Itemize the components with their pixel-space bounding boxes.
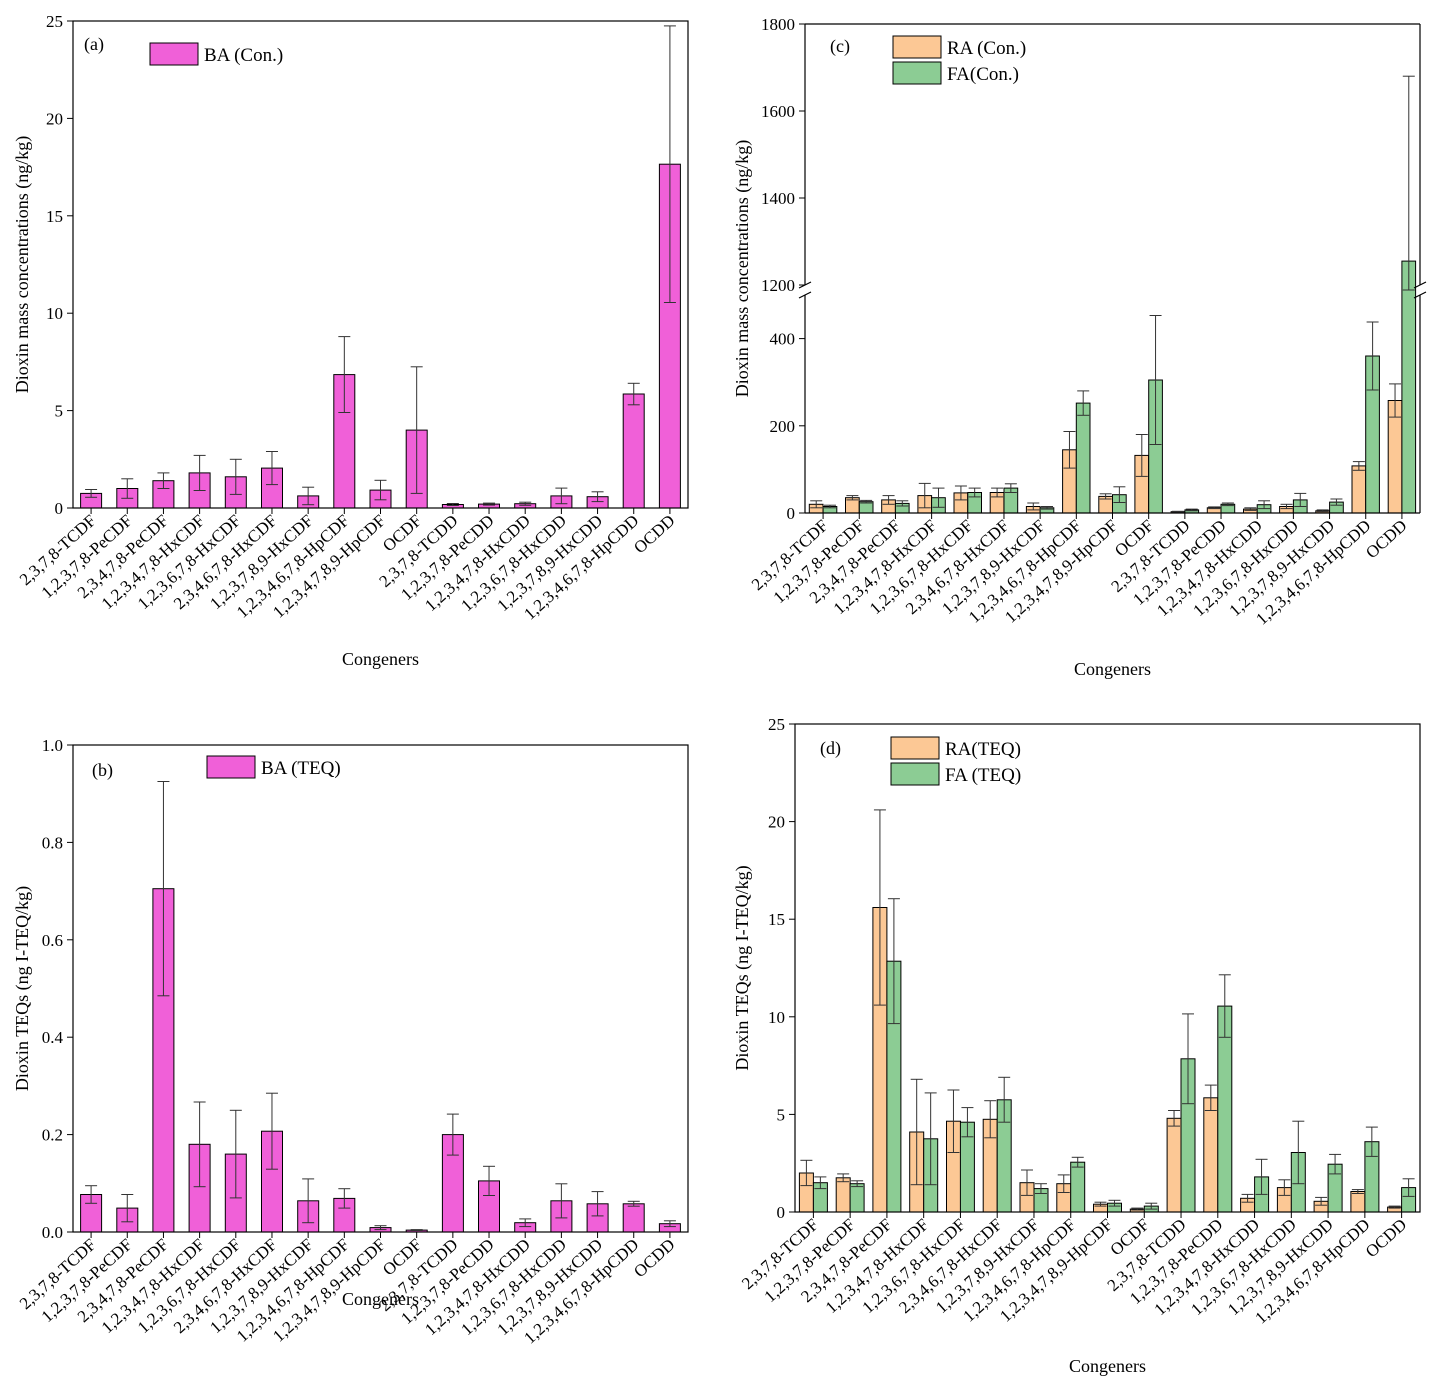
- x-axis-label-b: Congeners: [342, 1289, 419, 1309]
- y-tick-label-a-5: 25: [46, 12, 63, 31]
- x-tick-label-d-16: OCDD: [1362, 1215, 1411, 1261]
- y-tick-label-c-0: 0: [787, 504, 796, 523]
- y-axis-label-d: Dioxin TEQs (ng I-TEQ/kg): [732, 865, 753, 1070]
- y-axis-label-b: Dioxin TEQs (ng I-TEQ/kg): [12, 886, 33, 1091]
- y-axis-label-a: Dioxin mass concentrations (ng/kg): [12, 136, 33, 393]
- legend-label-d-0: RA(TEQ): [945, 739, 1021, 760]
- x-tick-label-b-16: OCDD: [630, 1235, 679, 1281]
- legend-swatch-c-0: [892, 35, 942, 59]
- bar-b-0-15: [622, 1203, 645, 1233]
- y-tick-label-b-0: 0.0: [42, 1223, 63, 1242]
- y-tick-label-d-4: 20: [768, 813, 785, 832]
- bar-d-0-1: [835, 1177, 851, 1213]
- y-tick-label-a-4: 20: [46, 109, 63, 128]
- y-tick-label-c-5: 1600: [761, 102, 795, 121]
- y-tick-label-c-6: 1800: [761, 15, 795, 34]
- axis-break-mark-low-0: [798, 291, 812, 299]
- panel-label-c: (c): [830, 36, 850, 57]
- y-tick-label-d-3: 15: [768, 910, 785, 929]
- panel-c: 020040012001400160018002,3,7,8-TCDF1,2,3…: [732, 15, 1427, 679]
- y-tick-label-c-1: 200: [770, 417, 796, 436]
- axis-break-mark-low-1: [1413, 291, 1427, 299]
- x-axis-label-a: Congeners: [342, 649, 419, 669]
- legend-label-c-0: RA (Con.): [947, 38, 1026, 59]
- y-tick-label-b-3: 0.6: [42, 931, 63, 950]
- y-tick-label-b-4: 0.8: [42, 833, 63, 852]
- y-tick-label-c-4: 1400: [761, 189, 795, 208]
- panel-b: 0.00.20.40.60.81.02,3,7,8-TCDF1,2,3,7,8-…: [12, 736, 689, 1348]
- panel-label-b: (b): [92, 760, 113, 781]
- panel-label-d: (d): [820, 738, 841, 759]
- bar-c-0-15: [1351, 465, 1367, 514]
- panel-a: 05101520252,3,7,8-TCDF1,2,3,7,8-PeCDF2,3…: [12, 12, 689, 669]
- y-tick-label-a-2: 10: [46, 304, 63, 323]
- y-tick-label-a-1: 5: [55, 402, 64, 421]
- bar-d-0-15: [1350, 1191, 1366, 1213]
- legend-label-b-0: BA (TEQ): [261, 758, 341, 779]
- plot-frame-a: [72, 20, 689, 509]
- legend-swatch-d-1: [890, 762, 940, 786]
- legend-swatch-d-0: [890, 736, 940, 760]
- bar-a-0-15: [622, 393, 645, 509]
- bar-d-1-1: [849, 1183, 865, 1213]
- y-tick-label-d-0: 0: [777, 1203, 786, 1222]
- y-tick-label-b-5: 1.0: [42, 736, 63, 755]
- x-axis-label-c: Congeners: [1074, 659, 1151, 679]
- legend-label-a-0: BA (Con.): [204, 45, 283, 66]
- y-tick-label-d-2: 10: [768, 1008, 785, 1027]
- x-tick-label-a-16: OCDD: [630, 511, 679, 557]
- y-tick-label-d-1: 5: [777, 1105, 786, 1124]
- legend-label-c-1: FA(Con.): [947, 64, 1019, 85]
- y-axis-label-c: Dioxin mass concentrations (ng/kg): [732, 140, 753, 397]
- legend-label-d-1: FA (TEQ): [945, 765, 1021, 786]
- panel-label-a: (a): [84, 34, 104, 55]
- y-tick-label-d-5: 25: [768, 715, 785, 734]
- bar-d-1-7: [1070, 1161, 1086, 1213]
- y-tick-label-a-0: 0: [55, 499, 64, 518]
- bar-c-1-16: [1401, 260, 1417, 514]
- y-tick-label-b-2: 0.4: [42, 1028, 64, 1047]
- legend-swatch-a-0: [149, 42, 199, 66]
- y-tick-label-b-1: 0.2: [42, 1126, 63, 1145]
- bar-d-0-11: [1203, 1097, 1219, 1213]
- legend-swatch-b-0: [206, 755, 256, 779]
- x-axis-label-d: Congeners: [1069, 1356, 1146, 1376]
- y-tick-label-c-2: 400: [770, 330, 796, 349]
- y-tick-label-c-3: 1200: [761, 276, 795, 295]
- panel-d: 05101520252,3,7,8-TCDF1,2,3,7,8-PeCDF2,3…: [732, 715, 1421, 1376]
- bar-d-0-10: [1166, 1117, 1182, 1213]
- legend-swatch-c-1: [892, 61, 942, 85]
- x-tick-label-c-16: OCDD: [1362, 516, 1411, 562]
- axis-break-mark-high-1: [1413, 281, 1427, 289]
- bar-c-1-7: [1075, 402, 1091, 514]
- y-tick-label-a-3: 15: [46, 207, 63, 226]
